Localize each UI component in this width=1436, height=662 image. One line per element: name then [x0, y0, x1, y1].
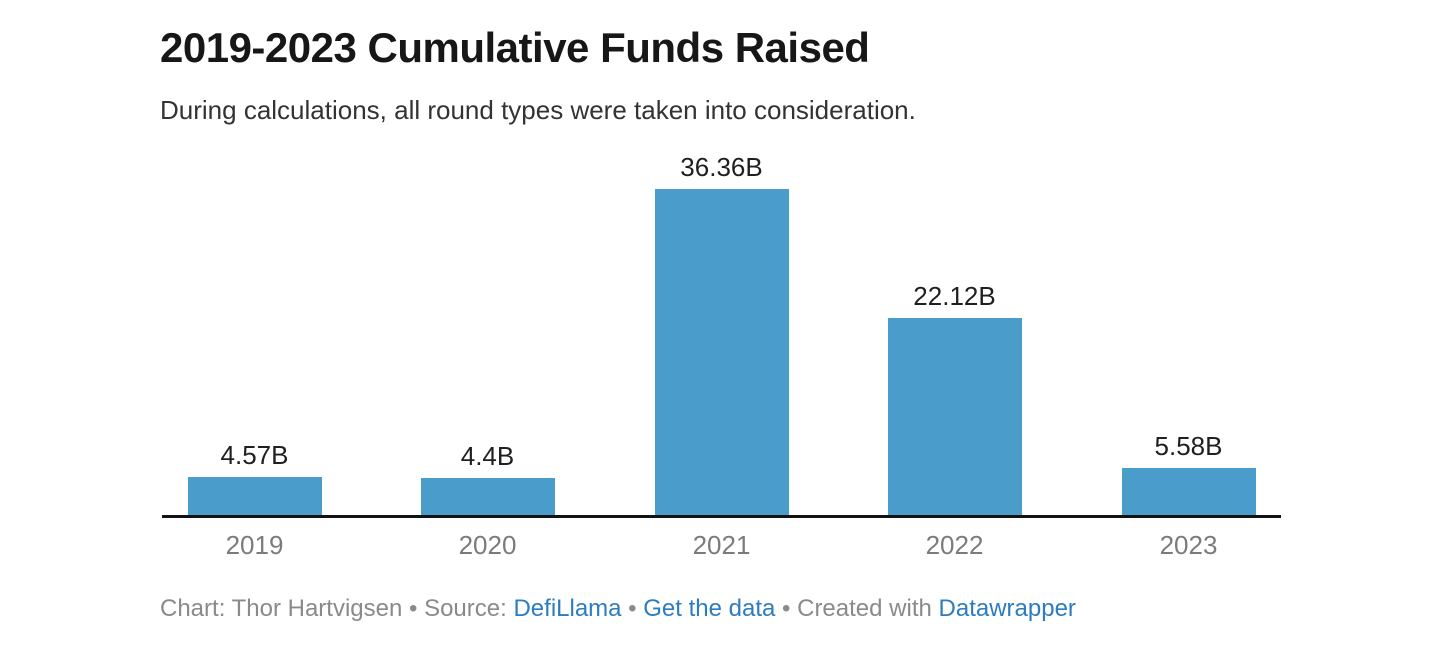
bar-column-2020: 4.4B: [371, 442, 604, 518]
bar-value-label: 4.57B: [220, 440, 289, 471]
x-axis-label-2020: 2020: [458, 530, 517, 560]
bar-2022[interactable]: [887, 318, 1022, 518]
created-with-label: Created with: [797, 595, 939, 622]
separator-dot: •: [621, 595, 644, 622]
x-axis-label-2021: 2021: [692, 530, 751, 560]
chart-title: 2019-2023 Cumulative Funds Raised: [160, 24, 870, 71]
bar-chart-plot: 4.57B 2019 4.4B 2020 36.36B 2021 22.12B 2022 5.5…: [162, 139, 1281, 560]
chart-subtitle: During calculations, all round types wer…: [160, 95, 916, 125]
bar-2020[interactable]: [420, 478, 555, 518]
datawrapper-link[interactable]: Datawrapper: [938, 595, 1076, 622]
x-axis-label-2019: 2019: [225, 530, 284, 560]
source-label: Source:: [424, 595, 514, 622]
bar-2023[interactable]: [1121, 468, 1256, 518]
bar-2019[interactable]: [187, 477, 322, 518]
bar-column-2022: 22.12B: [838, 282, 1071, 518]
x-axis-label-2022: 2022: [925, 530, 984, 560]
bar-value-label: 36.36B: [680, 152, 763, 183]
separator-dot: •: [402, 595, 425, 622]
bar-2021[interactable]: [654, 189, 789, 518]
bar-value-label: 5.58B: [1154, 431, 1223, 462]
x-axis-label-2023: 2023: [1159, 530, 1218, 560]
chart-footer: Chart: Thor Hartvigsen • Source: DefiLla…: [160, 595, 1076, 623]
x-axis-line: [162, 515, 1281, 518]
bar-column-2019: 4.57B: [138, 441, 371, 518]
bar-value-label: 4.4B: [460, 441, 515, 472]
separator-dot: •: [775, 595, 798, 622]
bar-column-2021: 36.36B: [605, 153, 838, 518]
credit-text: Chart: Thor Hartvigsen: [160, 595, 403, 622]
bar-value-label: 22.12B: [913, 281, 996, 312]
source-link[interactable]: DefiLlama: [513, 595, 622, 622]
bar-column-2023: 5.58B: [1072, 432, 1305, 518]
get-the-data-link[interactable]: Get the data: [643, 595, 776, 622]
